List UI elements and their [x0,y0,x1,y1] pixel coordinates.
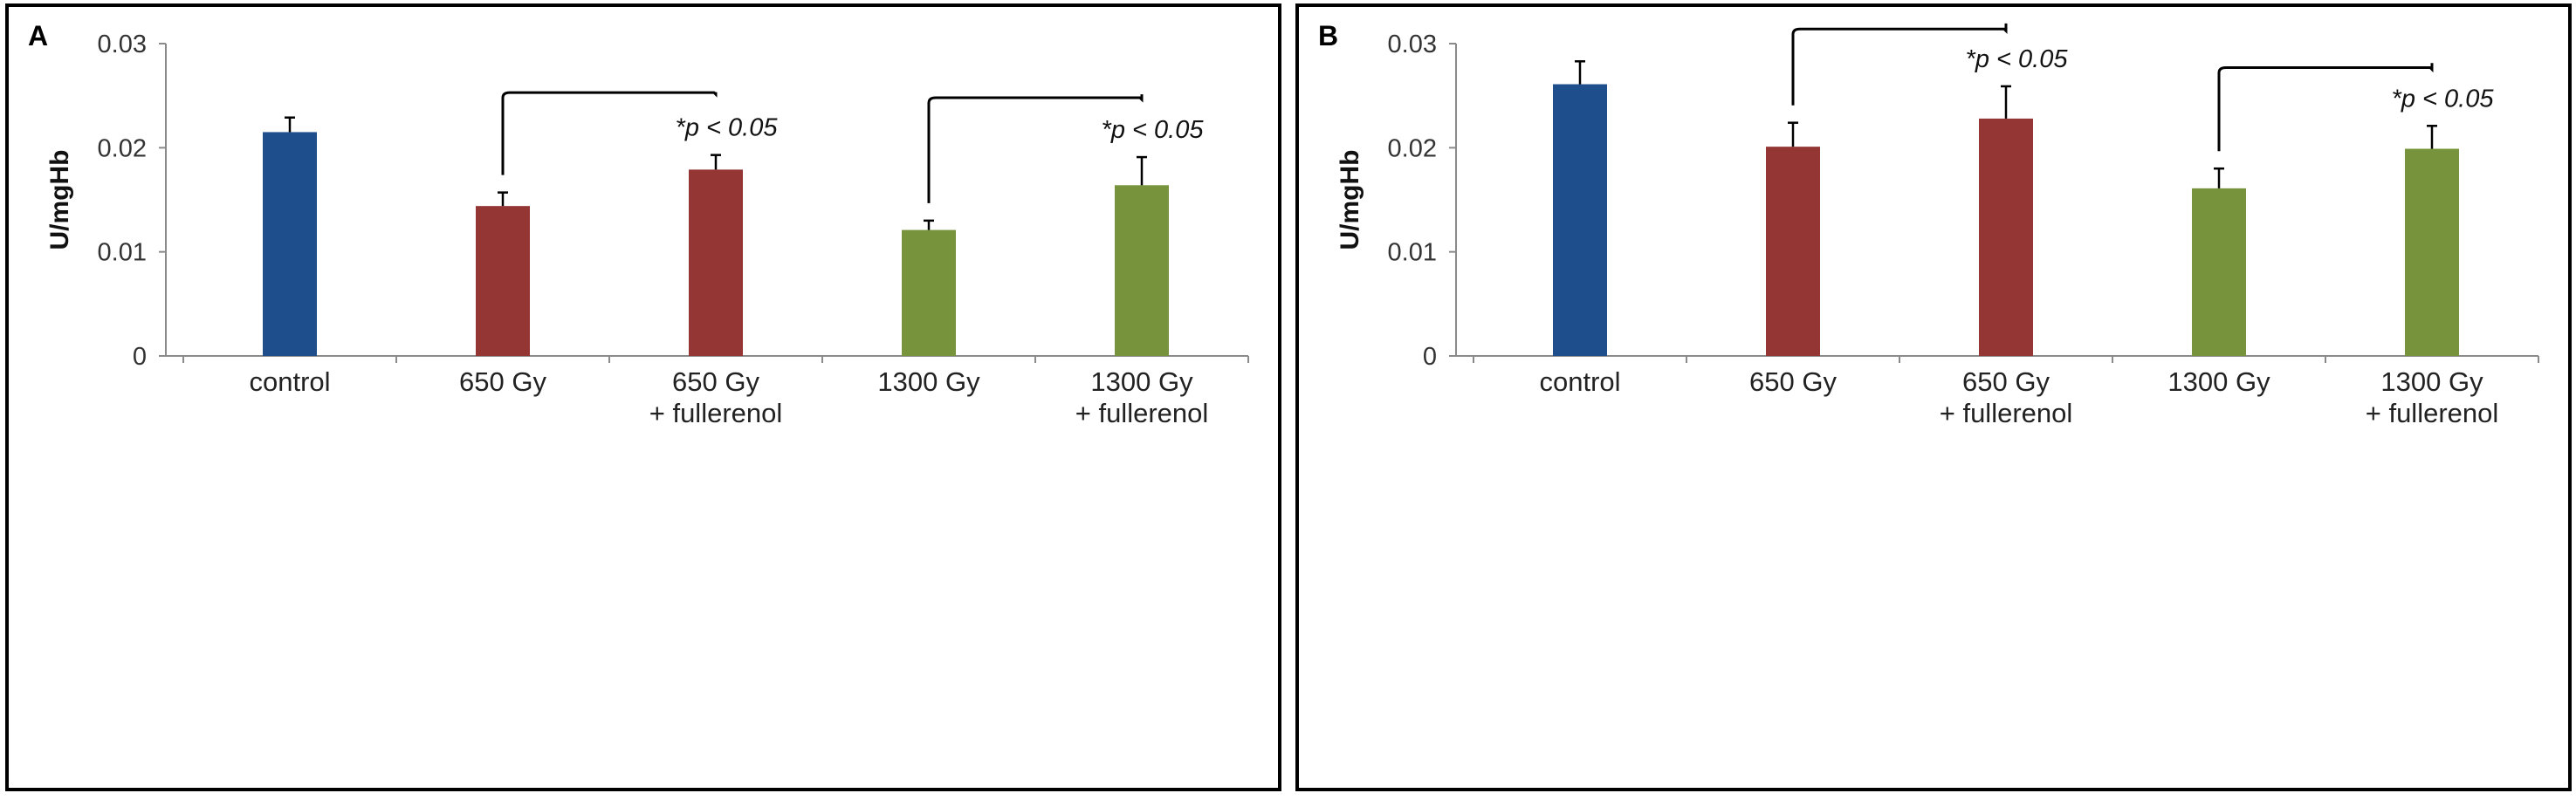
significance-bracket [1791,23,2008,106]
panel-a: A U/mgHb 0 0.01 0.02 0.03 control 650 Gy 650 Gy +… [5,3,1281,791]
y-axis-label: U/mgHb [1336,150,1364,250]
y-tick-label: 0.03 [98,31,147,58]
bar-4 [2192,188,2246,356]
x-category-label: control [1539,366,1620,397]
y-tick-label: 0.03 [1388,31,1437,58]
significance-bracket [501,91,718,175]
x-category-label-line2: + fullerenol [2366,398,2499,428]
panel-label: A [28,20,48,51]
y-tick-label: 0 [1423,343,1437,371]
panel-b: B U/mgHb 0 0.01 0.02 0.03 control 650 Gy 650 Gy +… [1295,3,2572,791]
bar-3 [689,169,743,356]
bar-1 [1553,84,1607,356]
y-axis-label: U/mgHb [45,150,74,250]
bar-3 [1979,118,2033,357]
panel-label: B [1318,20,1338,51]
significance-label: *p < 0.05 [1966,45,2069,73]
bar-2 [476,206,530,356]
significance-bracket [927,94,1144,203]
y-tick-label: 0.02 [98,134,147,162]
x-category-label: 1300 Gy [2167,366,2270,397]
y-tick-label: 0.02 [1388,134,1437,162]
x-category-label: 1300 Gy [1090,366,1193,397]
x-category-label-line2: + fullerenol [649,398,783,428]
x-category-label-line2: + fullerenol [1940,398,2073,428]
y-tick-label: 0.01 [98,239,147,267]
bar-5 [1115,185,1169,356]
x-category-label: control [249,366,330,397]
y-tick-label: 0.01 [1388,239,1437,267]
x-category-label-line2: + fullerenol [1075,398,1209,428]
significance-label: *p < 0.05 [2392,85,2495,113]
bar-4 [902,229,956,356]
x-category-label: 1300 Gy [877,366,980,397]
bar-5 [2405,148,2459,356]
x-category-label: 650 Gy [1749,366,1837,397]
x-category-label: 650 Gy [1962,366,2050,397]
y-tick-label: 0 [133,343,147,371]
x-category-label: 1300 Gy [2380,366,2483,397]
significance-label: *p < 0.05 [1102,116,1205,144]
x-category-label: 650 Gy [672,366,759,397]
bar-1 [263,132,317,356]
significance-bracket [2217,63,2434,152]
bar-2 [1766,147,1820,356]
significance-label: *p < 0.05 [676,114,779,142]
x-category-label: 650 Gy [459,366,546,397]
